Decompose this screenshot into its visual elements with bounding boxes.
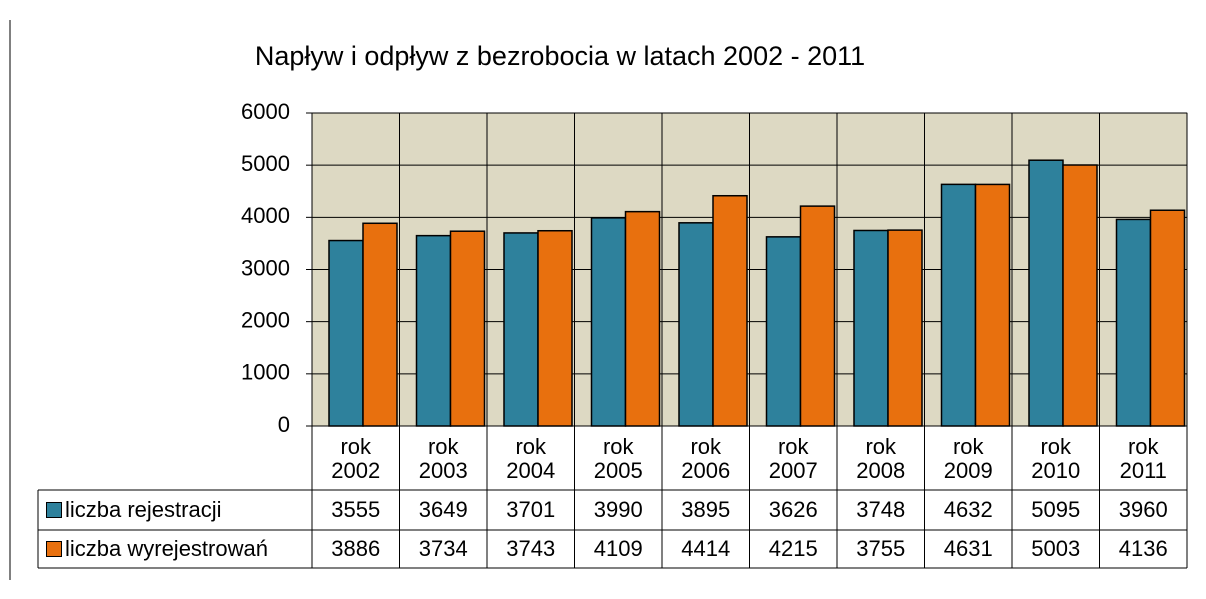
table-value: 3755 (856, 536, 906, 561)
bar (799, 205, 836, 427)
x-tick-label: rok 2002 (331, 434, 381, 483)
legend-entry: liczba wyrejestrowań (38, 530, 312, 568)
chart-title: Napływ i odpływ z bezrobocia w latach 20… (255, 41, 865, 71)
table-value: 3626 (768, 497, 818, 522)
legend-swatch (46, 541, 62, 557)
bar (853, 229, 889, 427)
legend-label: liczba wyrejestrowań (65, 536, 268, 561)
bar (712, 194, 748, 427)
bar (415, 234, 452, 427)
x-tick-label: rok 2005 (593, 434, 643, 483)
x-tick-label: rok 2011 (1119, 434, 1167, 483)
bar (1062, 164, 1098, 427)
table-value: 3748 (856, 497, 906, 522)
table-value: 3743 (506, 536, 556, 561)
bar (1028, 159, 1064, 427)
table-value: 4109 (593, 536, 643, 561)
x-tick-label: rok 2010 (1031, 434, 1081, 483)
table-value: 3886 (331, 536, 381, 561)
table-value: 4215 (768, 536, 818, 561)
y-tick-label: 2000 (241, 307, 290, 332)
y-tick-label: 4000 (241, 203, 290, 228)
table-value: 5095 (1031, 497, 1081, 522)
bar (1115, 218, 1152, 427)
x-tick-label: rok 2008 (856, 434, 906, 483)
x-tick-label: rok 2009 (943, 434, 993, 483)
bar (765, 236, 802, 427)
y-tick-label: 5000 (241, 151, 290, 176)
bar (624, 210, 661, 427)
table-value: 4631 (943, 536, 993, 561)
x-tick-label: rok 2007 (768, 434, 818, 483)
legend-label: liczba rejestracji (65, 497, 222, 522)
bar (590, 217, 627, 427)
table-value: 3734 (418, 536, 468, 561)
bar (503, 232, 539, 427)
table-value: 3895 (681, 497, 731, 522)
bar (449, 230, 486, 427)
y-tick-label: 6000 (241, 99, 290, 124)
x-tick-label: rok 2004 (506, 434, 556, 483)
bar (940, 183, 977, 427)
bar (1149, 209, 1186, 427)
bar (537, 229, 573, 427)
table-value: 4136 (1118, 536, 1168, 561)
table-value: 4632 (943, 497, 993, 522)
bar (362, 222, 398, 427)
table-value: 3649 (418, 497, 468, 522)
table-value: 4414 (681, 536, 731, 561)
bar (678, 222, 714, 427)
y-tick-label: 1000 (241, 360, 290, 385)
y-tick-label: 0 (278, 412, 290, 437)
table-value: 3990 (593, 497, 643, 522)
x-tick-label: rok 2003 (418, 434, 468, 483)
table-value: 3701 (506, 497, 556, 522)
x-tick-label: rok 2006 (681, 434, 731, 483)
table-value: 3555 (331, 497, 381, 522)
bar (974, 183, 1011, 427)
bar (887, 229, 923, 427)
legend-entry: liczba rejestracji (38, 490, 312, 530)
table-value: 3960 (1118, 497, 1168, 522)
bar (328, 239, 364, 427)
y-tick-label: 3000 (241, 255, 290, 280)
legend-swatch (46, 502, 62, 518)
table-value: 5003 (1031, 536, 1081, 561)
